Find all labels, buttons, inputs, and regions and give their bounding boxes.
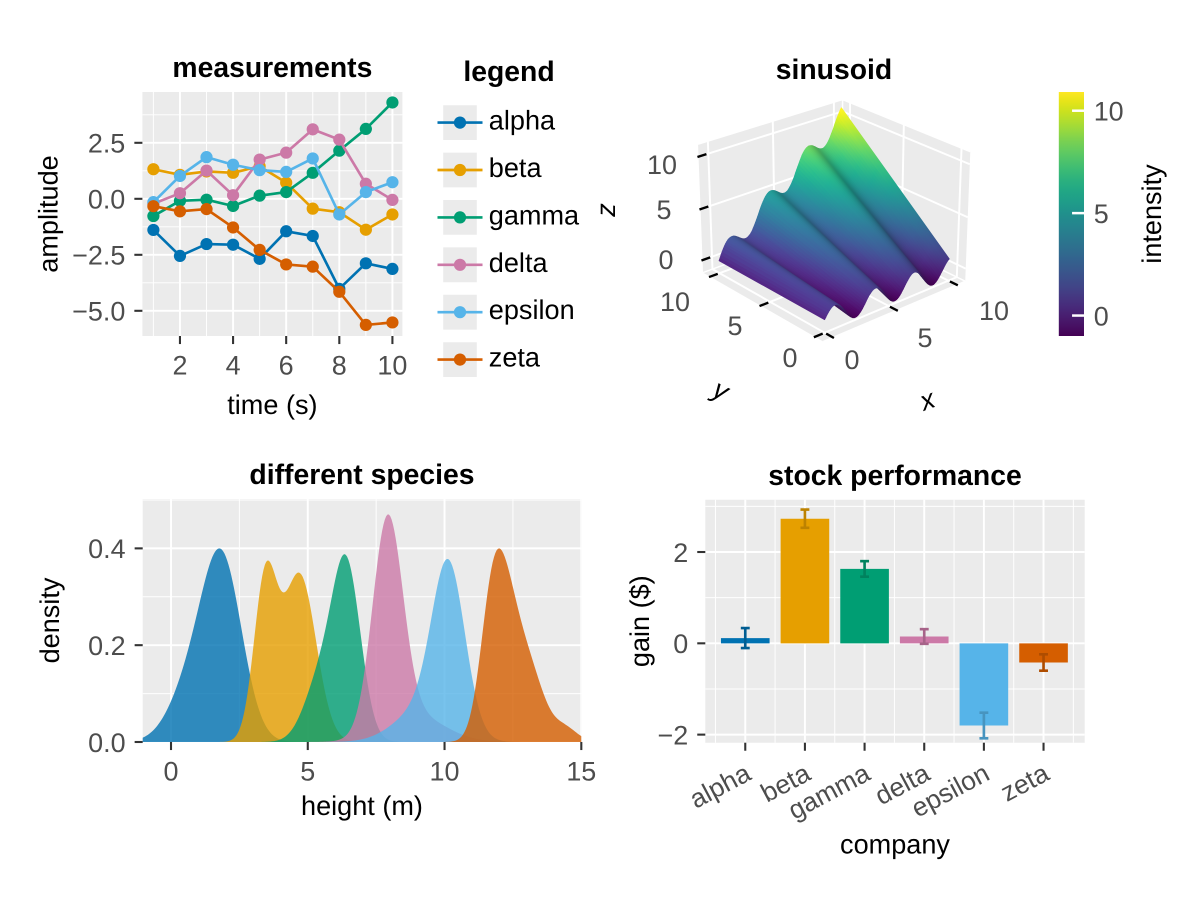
svg-text:z: z [591,203,622,218]
svg-text:15: 15 [566,757,596,788]
svg-text:0: 0 [164,757,179,788]
svg-text:legend: legend [463,58,554,89]
svg-text:0: 0 [1094,302,1109,333]
svg-text:0.0: 0.0 [88,185,126,216]
svg-text:2: 2 [673,538,688,569]
svg-text:intensity: intensity [1137,164,1168,264]
svg-text:10: 10 [1094,97,1124,128]
svg-text:−2: −2 [658,721,689,752]
svg-text:2: 2 [172,351,187,382]
svg-text:beta: beta [489,153,542,184]
svg-text:10: 10 [647,150,677,181]
svg-text:10: 10 [430,757,460,788]
svg-text:different species: different species [249,461,474,492]
svg-text:height (m): height (m) [301,791,423,822]
svg-text:0: 0 [659,245,674,276]
svg-text:0: 0 [783,343,798,374]
svg-text:5: 5 [1094,199,1109,230]
svg-text:zeta: zeta [489,343,540,374]
svg-text:time (s): time (s) [227,390,317,421]
svg-text:6: 6 [279,351,294,382]
svg-text:0: 0 [845,345,860,376]
svg-text:5: 5 [657,195,672,226]
svg-text:epsilon: epsilon [489,296,575,327]
svg-text:5: 5 [918,323,933,354]
svg-text:0.4: 0.4 [88,535,126,566]
svg-text:4: 4 [226,351,241,382]
svg-text:10: 10 [979,296,1009,327]
svg-text:0.0: 0.0 [88,728,126,759]
svg-text:10: 10 [377,351,407,382]
svg-text:amplitude: amplitude [34,155,65,272]
svg-text:0: 0 [673,629,688,660]
svg-text:−2.5: −2.5 [72,241,125,272]
svg-text:5: 5 [300,757,315,788]
svg-text:gain ($): gain ($) [625,575,656,667]
svg-text:stock performance: stock performance [768,461,1021,492]
svg-text:alpha: alpha [489,106,555,137]
svg-text:5: 5 [728,311,743,342]
svg-text:sinusoid: sinusoid [776,55,892,86]
svg-text:−5.0: −5.0 [72,297,125,328]
svg-text:10: 10 [660,287,690,318]
svg-text:0.2: 0.2 [88,631,125,662]
svg-text:2.5: 2.5 [88,129,125,160]
svg-text:company: company [840,830,950,861]
svg-text:density: density [35,577,66,663]
svg-text:measurements: measurements [172,54,372,85]
svg-text:8: 8 [332,351,347,382]
svg-text:delta: delta [489,248,548,279]
svg-text:gamma: gamma [489,201,580,232]
